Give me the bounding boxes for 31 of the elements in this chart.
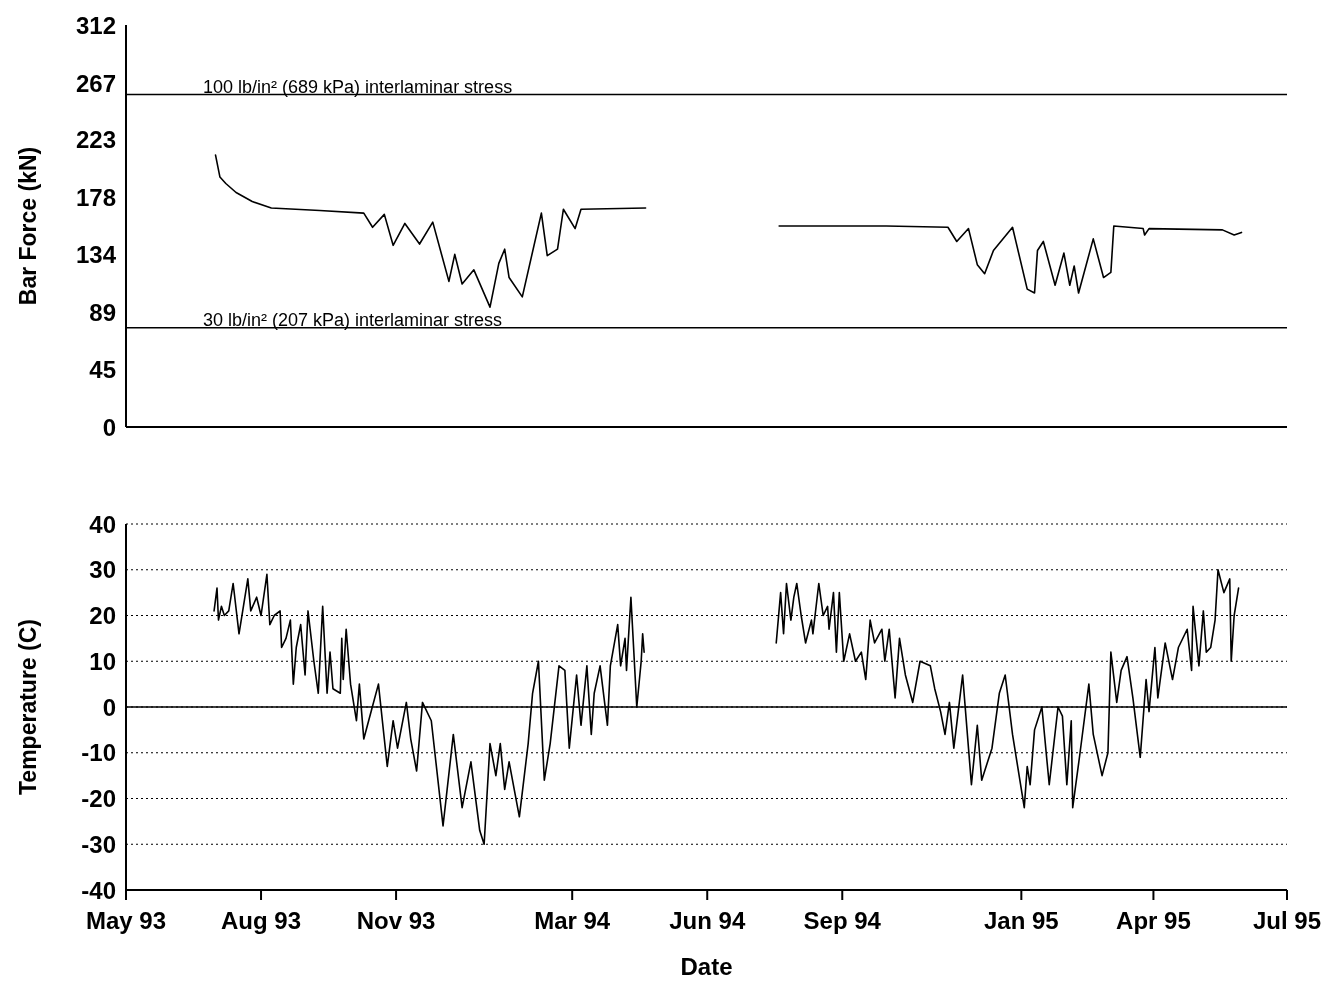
y-axis-title: Bar Force (kN)	[15, 146, 42, 306]
y-tick-label: 20	[89, 602, 116, 630]
y-tick-label: 267	[75, 69, 116, 97]
x-tick-label: Jan 95	[983, 907, 1059, 935]
x-tick-label: Nov 93	[356, 907, 436, 935]
y-tick-label: 0	[102, 693, 116, 721]
ref-line-label: 100 lb/in² (689 kPa) interlaminar stress	[203, 76, 513, 97]
x-tick-label: Aug 93	[221, 907, 302, 935]
y-tick-label: -40	[81, 876, 116, 904]
x-axis-title: Date	[680, 953, 733, 980]
x-tick-label: Jul 95	[1252, 907, 1322, 935]
y-tick-label: -20	[81, 785, 116, 813]
y-tick-label: 89	[89, 298, 116, 326]
y-tick-label: 178	[75, 184, 116, 212]
x-tick-label: Jun 94	[669, 907, 746, 935]
y-tick-label: -30	[81, 830, 116, 858]
y-tick-label: -10	[81, 739, 116, 767]
y-tick-label: 312	[75, 11, 116, 39]
x-tick-label: Sep 94	[803, 907, 882, 935]
y-tick-label: 30	[89, 556, 116, 584]
x-tick-label: Apr 95	[1116, 907, 1191, 935]
y-tick-label: 134	[75, 240, 117, 268]
y-tick-label: 45	[89, 355, 116, 383]
y-tick-label: 0	[102, 413, 116, 441]
x-tick-label: May 93	[85, 907, 167, 935]
ref-line-label: 30 lb/in² (207 kPa) interlaminar stress	[203, 309, 503, 330]
y-tick-label: 223	[75, 126, 116, 154]
y-axis-title: Temperature (C)	[15, 619, 42, 795]
x-tick-label: Mar 94	[534, 907, 611, 935]
y-tick-label: 10	[89, 647, 116, 675]
y-tick-label: 40	[89, 510, 116, 538]
